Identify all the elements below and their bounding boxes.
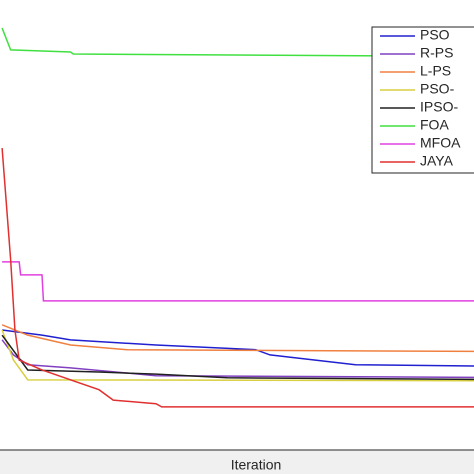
series-line: [1, 334, 474, 381]
legend-label: L-PS: [420, 63, 451, 79]
legend-label: PSO: [420, 27, 450, 43]
legend-label: MFOA: [420, 135, 461, 151]
series-line: [2, 329, 474, 367]
legend-label: R-PS: [420, 45, 453, 61]
series-line: [1, 339, 474, 379]
x-axis-label: Iteration: [231, 457, 282, 473]
legend-label: FOA: [420, 117, 449, 133]
legend-label: JAYA: [420, 153, 454, 169]
series-line: [1, 324, 474, 353]
legend: PSO R-PS L-PS PSO- IPSO- FOA MFOA JAYA: [371, 26, 474, 174]
legend-box: [371, 26, 474, 174]
series-line: [2, 261, 474, 302]
legend-label: IPSO-: [420, 99, 458, 115]
series-line: [1, 148, 474, 408]
series-line: [1, 329, 474, 382]
lines: [1, 27, 474, 408]
legend-label: PSO-: [420, 81, 455, 97]
